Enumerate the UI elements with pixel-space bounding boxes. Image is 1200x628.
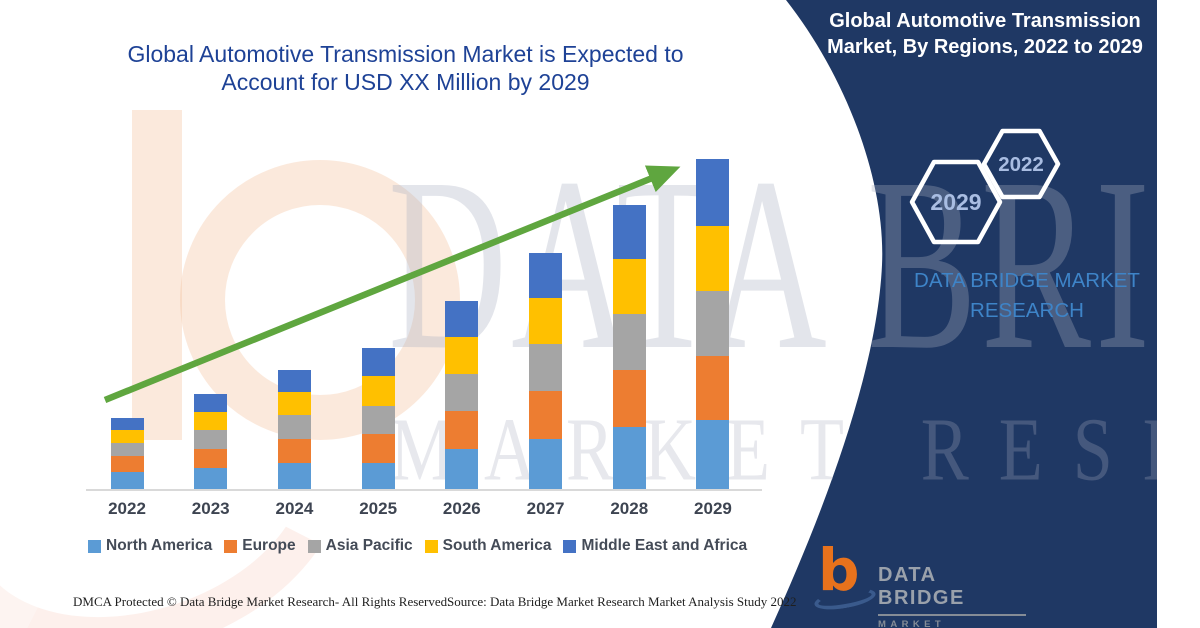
bar-segment-2029-asia-pacific — [696, 291, 730, 356]
stacked-bar-2022 — [110, 418, 144, 489]
brand-wordmark-line1: DATA BRIDGE MARKET — [914, 269, 1140, 292]
bar-segment-2028-europe — [612, 370, 646, 427]
bar-segment-2026-middle-east-and-africa — [445, 301, 479, 337]
stacked-bar-2025 — [361, 348, 395, 489]
hexagon-2022-label: 2022 — [998, 153, 1044, 176]
logo-sub-text: MARKET RESEARCH — [878, 619, 946, 628]
bar-segment-2026-south-america — [445, 337, 479, 374]
dmca-copyright-text: DMCA Protected © Data Bridge Market Rese… — [73, 594, 451, 609]
bar-segment-2027-north-america — [529, 439, 563, 489]
legend-item-middle-east-and-africa: Middle East and Africa — [563, 537, 747, 555]
brand-wordmark-line2: RESEARCH — [970, 299, 1084, 322]
x-axis-line — [86, 489, 762, 491]
legend-swatch-icon — [224, 539, 238, 553]
x-axis-label-2028: 2028 — [610, 499, 649, 518]
chart-title-line2: Account for USD XX Million by 2029 — [221, 69, 590, 95]
bar-segment-2025-south-america — [361, 376, 395, 406]
bar-segment-2024-asia-pacific — [277, 415, 311, 439]
legend-item-south-america: South America — [424, 537, 552, 555]
bar-segment-2024-europe — [277, 439, 311, 463]
legend-swatch-icon — [563, 539, 577, 553]
bar-segment-2028-south-america — [612, 259, 646, 314]
logo-text: DATA BRIDGE MARKET RESEARCH — [878, 564, 1026, 628]
stacked-bar-2029 — [696, 159, 730, 489]
brand-wordmark: DATA BRIDGE MARKET RESEARCH — [912, 266, 1142, 326]
hexagon-2022 — [981, 128, 1061, 200]
hexagon-2029 — [909, 159, 1003, 245]
bar-segment-2027-south-america — [529, 298, 563, 344]
bar-segment-2023-europe — [194, 449, 228, 468]
bar-segment-2023-asia-pacific — [194, 430, 228, 449]
stacked-bar-2024 — [277, 370, 311, 489]
bar-segment-2022-south-america — [110, 430, 144, 443]
legend-label: North America — [106, 537, 213, 554]
dbmr-logo: b DATA BRIDGE MARKET RESEARCH — [812, 536, 1026, 628]
bar-segment-2025-europe — [361, 434, 395, 463]
stacked-bar-2027 — [529, 253, 563, 489]
x-axis-label-2022: 2022 — [108, 499, 146, 518]
bar-segment-2027-europe — [529, 391, 563, 439]
bar-segment-2026-asia-pacific — [445, 374, 479, 411]
bar-segment-2027-asia-pacific — [529, 344, 563, 391]
bar-segment-2029-europe — [696, 356, 730, 420]
bar-segment-2024-north-america — [277, 463, 311, 489]
bar-segment-2028-middle-east-and-africa — [612, 205, 646, 259]
bar-segment-2028-north-america — [612, 427, 646, 489]
bar-segment-2028-asia-pacific — [612, 314, 646, 370]
legend-swatch-icon — [88, 539, 101, 553]
legend-item-europe: Europe — [224, 537, 296, 555]
bar-segment-2025-asia-pacific — [361, 406, 395, 434]
legend-label: Asia Pacific — [325, 537, 413, 554]
legend-item-asia-pacific: Asia Pacific — [307, 537, 413, 555]
source-text: Source: Data Bridge Market Research Mark… — [447, 594, 797, 609]
hexagon-2029-label: 2029 — [930, 189, 981, 215]
logo-brand-text: DATA BRIDGE — [878, 564, 1026, 616]
bar-segment-2029-middle-east-and-africa — [696, 159, 730, 226]
stacked-bar-2023 — [194, 394, 228, 489]
chart-title: Global Automotive Transmission Market is… — [118, 40, 693, 96]
legend-item-north-america: North America — [88, 537, 212, 555]
chart-title-line1: Global Automotive Transmission Market is… — [127, 41, 684, 67]
legend-swatch-icon — [307, 539, 321, 553]
panel-title: Global Automotive Transmission Market, B… — [827, 10, 1143, 58]
bar-segment-2029-north-america — [696, 420, 730, 489]
logo-b-icon: b — [818, 536, 860, 604]
legend-label: South America — [442, 537, 552, 554]
bar-segment-2027-middle-east-and-africa — [529, 253, 563, 298]
legend-swatch-icon — [424, 539, 438, 553]
bar-segment-2022-asia-pacific — [110, 443, 144, 456]
bar-segment-2023-south-america — [194, 412, 228, 430]
bar-segment-2023-north-america — [194, 468, 228, 489]
year-badges: 2029 2022 — [909, 128, 1061, 245]
bar-segment-2024-south-america — [277, 392, 311, 415]
bar-segment-2022-europe — [110, 456, 144, 472]
bar-segment-2023-middle-east-and-africa — [194, 394, 228, 412]
bar-segment-2026-europe — [445, 411, 479, 449]
bar-segment-2029-south-america — [696, 226, 730, 291]
bar-segment-2024-middle-east-and-africa — [277, 370, 311, 392]
x-axis-label-2024: 2024 — [275, 499, 314, 518]
x-axis-label-2023: 2023 — [191, 499, 230, 518]
stacked-bar-2028 — [612, 205, 646, 489]
bar-segment-2026-north-america — [445, 449, 479, 489]
x-axis-label-2025: 2025 — [359, 499, 398, 518]
chart-legend: North America Europe Asia Pacific South Ame… — [88, 537, 747, 555]
legend-label: Middle East and Africa — [581, 537, 748, 554]
x-axis-label-2029: 2029 — [694, 499, 732, 518]
bar-segment-2025-north-america — [361, 463, 395, 489]
bar-segment-2025-middle-east-and-africa — [361, 348, 395, 376]
bar-segment-2022-middle-east-and-africa — [110, 418, 144, 430]
bar-segment-2022-north-america — [110, 472, 144, 489]
x-axis-label-2027: 2027 — [526, 499, 565, 518]
x-axis-label-2026: 2026 — [442, 499, 481, 518]
legend-label: Europe — [242, 537, 296, 554]
stacked-bar-2026 — [445, 301, 479, 489]
